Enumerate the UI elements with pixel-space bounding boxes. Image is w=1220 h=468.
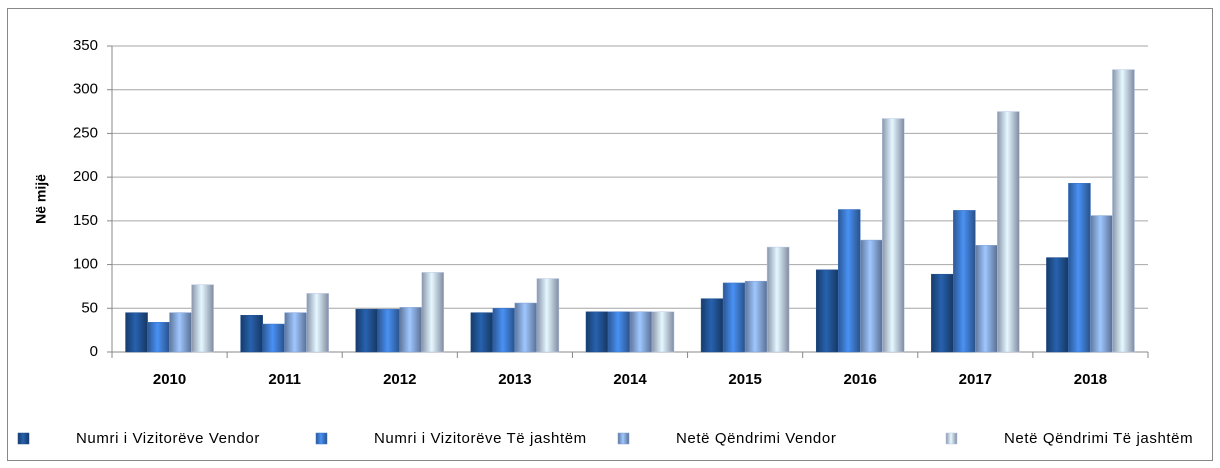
bar — [240, 315, 263, 353]
y-tick-label: 100 — [73, 256, 98, 273]
bar — [191, 284, 214, 353]
x-tick-label: 2011 — [268, 371, 301, 388]
x-tick-label: 2016 — [844, 371, 877, 388]
x-tick-label: 2018 — [1074, 371, 1107, 388]
bar — [536, 278, 560, 353]
bar — [355, 308, 379, 353]
bar — [492, 308, 516, 353]
bar — [585, 311, 609, 353]
bar — [837, 209, 861, 353]
legend-label: Numri i Vizitorëve Vendor — [76, 430, 260, 447]
bar — [997, 111, 1020, 353]
legend-label: Numri i Vizitorëve Të jashtëm — [374, 430, 587, 447]
bar — [953, 210, 976, 353]
bar — [262, 323, 285, 353]
y-tick-label: 300 — [73, 81, 98, 98]
x-tick-label: 2017 — [959, 371, 992, 388]
legend-swatch — [17, 432, 30, 445]
y-tick-label: 350 — [73, 37, 98, 54]
bar — [629, 311, 653, 353]
legend-swatch — [617, 432, 630, 445]
legend-label: Netë Qëndrimi Vendor — [676, 430, 836, 447]
bar — [284, 312, 307, 353]
bar — [744, 280, 768, 353]
bar — [651, 311, 675, 353]
bar — [169, 312, 192, 353]
bar — [1112, 69, 1135, 353]
bar — [815, 269, 839, 353]
y-tick-label: 200 — [73, 168, 98, 185]
bar — [306, 293, 329, 353]
bar — [931, 273, 954, 353]
bar — [399, 307, 423, 353]
bar — [421, 272, 445, 353]
bar — [1046, 257, 1069, 353]
bar — [125, 312, 148, 353]
bar — [766, 246, 790, 353]
x-tick-label: 2015 — [728, 371, 761, 388]
bar — [881, 118, 905, 353]
y-tick-label: 150 — [73, 212, 98, 229]
x-tick-label: 2013 — [498, 371, 531, 388]
legend-label: Netë Qëndrimi Të jashtëm — [1004, 430, 1193, 447]
bar — [377, 308, 401, 353]
x-tick-label: 2014 — [613, 371, 647, 388]
y-tick-label: 250 — [73, 124, 98, 141]
bar — [859, 239, 883, 353]
legend-swatch — [315, 432, 328, 445]
bar — [147, 322, 170, 353]
bar — [975, 245, 998, 353]
bar — [514, 302, 538, 353]
bar — [700, 298, 724, 353]
y-axis-label: Në mijë — [33, 174, 49, 224]
chart-border — [7, 8, 1213, 461]
x-tick-label: 2010 — [153, 371, 186, 388]
bar — [470, 312, 494, 353]
bar — [607, 311, 631, 353]
bar — [1090, 215, 1113, 353]
y-tick-label: 0 — [90, 343, 98, 360]
bar — [1068, 183, 1091, 353]
bar — [722, 282, 746, 353]
x-tick-label: 2012 — [383, 371, 416, 388]
y-tick-label: 50 — [81, 299, 98, 316]
legend-swatch — [945, 432, 958, 445]
